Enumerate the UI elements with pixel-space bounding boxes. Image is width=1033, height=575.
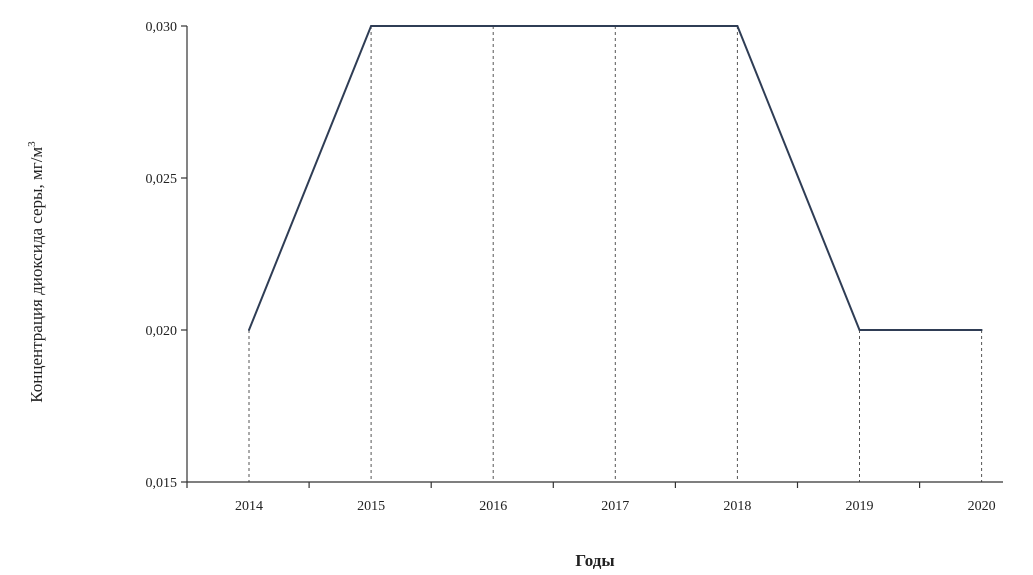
data-point [492, 25, 495, 27]
x-tick-label: 2017 [601, 499, 629, 514]
y-axis-title-superscript: 3 [26, 141, 38, 147]
data-point [980, 329, 983, 331]
x-axis-title: Годы [575, 551, 614, 570]
y-tick-label: 0,015 [146, 476, 178, 491]
y-tick-label: 0,030 [146, 20, 178, 35]
x-tick-label: 2020 [968, 499, 996, 514]
y-tick-label: 0,020 [146, 324, 178, 339]
x-tick-label: 2014 [235, 499, 263, 514]
y-axis-title: Концентрация диоксида серы, мг/м3 [26, 141, 46, 403]
x-tick-label: 2016 [479, 499, 507, 514]
y-tick-label: 0,025 [146, 172, 178, 187]
x-tick-label: 2018 [723, 499, 751, 514]
y-ticks: 0,015 0,020 0,025 0,030 [146, 20, 187, 491]
x-ticks: 2014 2015 2016 2017 2018 2019 2020 [186, 482, 996, 514]
data-point [736, 25, 739, 27]
series [248, 25, 983, 331]
x-tick-label: 2019 [846, 499, 874, 514]
y-axis-title-text: Концентрация диоксида серы, мг/м [27, 147, 46, 403]
data-point [370, 25, 373, 27]
data-point [858, 329, 861, 331]
drop-lines [248, 26, 983, 482]
x-tick-label: 2015 [357, 499, 385, 514]
data-point [248, 329, 250, 331]
axes [186, 26, 1003, 483]
data-point [614, 25, 617, 27]
